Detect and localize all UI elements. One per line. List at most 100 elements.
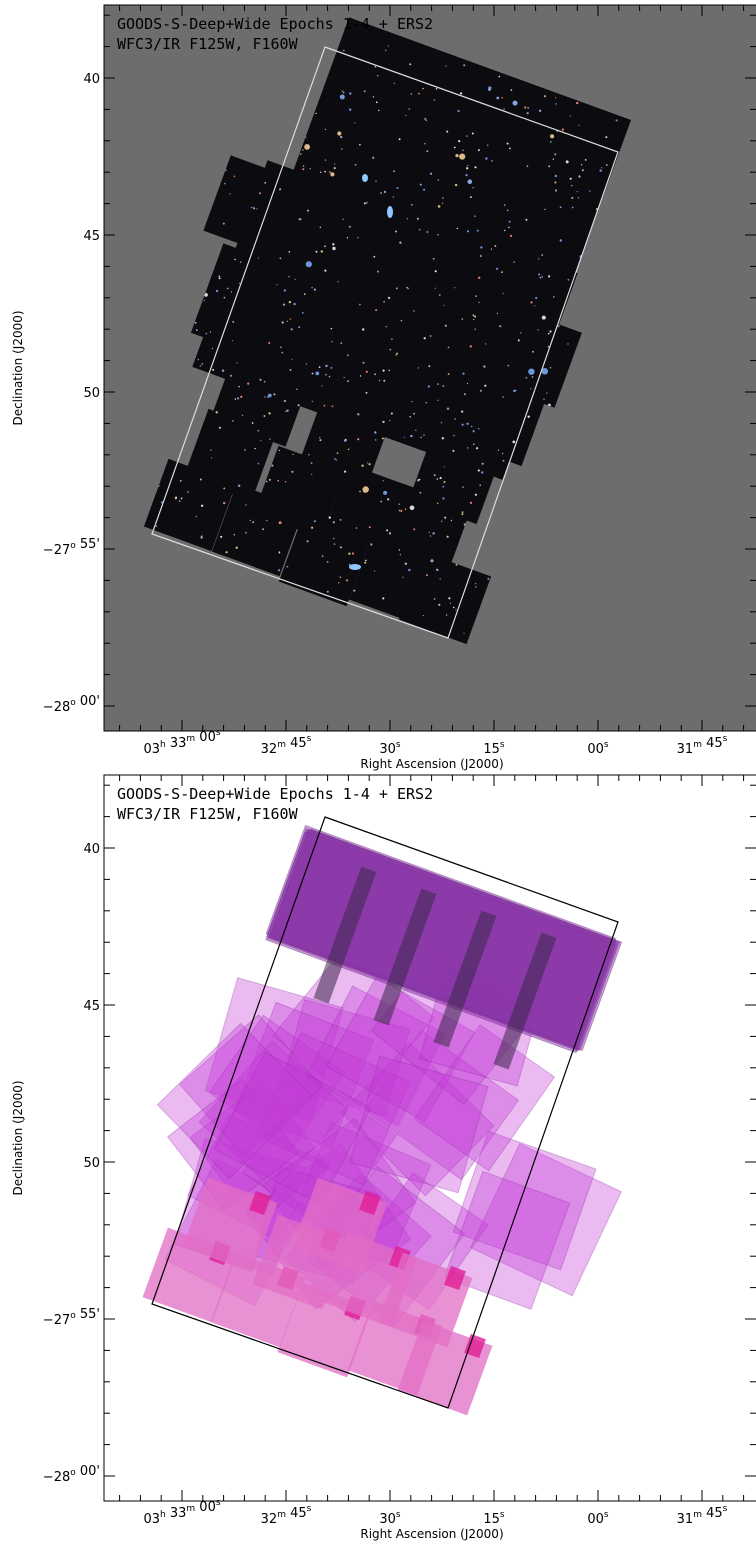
star (532, 350, 535, 353)
star (383, 300, 385, 303)
star (571, 206, 574, 209)
star (479, 255, 482, 257)
star (433, 474, 436, 477)
star (289, 369, 292, 371)
tick-label-part: 00 (195, 1500, 216, 1515)
star (241, 414, 244, 416)
star (215, 411, 218, 414)
star (444, 516, 447, 519)
star (501, 452, 504, 455)
star (436, 478, 439, 480)
star (541, 368, 549, 375)
star (231, 340, 233, 342)
star (483, 365, 486, 368)
star (413, 310, 415, 312)
star (525, 376, 528, 379)
star (194, 322, 197, 324)
star (222, 222, 225, 225)
star (343, 439, 347, 442)
star (471, 425, 473, 428)
star (328, 375, 331, 378)
star (299, 153, 302, 156)
galaxy (387, 206, 393, 218)
star (456, 227, 458, 230)
star (446, 407, 450, 410)
star (330, 327, 333, 330)
star (363, 202, 366, 205)
exposure (349, 1055, 489, 1194)
star (370, 543, 373, 546)
star (388, 296, 391, 299)
star (393, 170, 396, 173)
star (571, 184, 573, 187)
star (415, 429, 417, 431)
star (301, 312, 304, 314)
star (469, 196, 472, 199)
star (457, 109, 460, 113)
star (268, 412, 271, 415)
star (233, 175, 236, 178)
star (484, 384, 487, 387)
star (433, 598, 436, 600)
star (474, 493, 477, 496)
star (333, 543, 336, 545)
star (365, 391, 368, 394)
tick-label-part: 31 (677, 742, 694, 757)
star (462, 486, 464, 488)
star (478, 276, 481, 279)
star (334, 458, 336, 460)
star (210, 457, 213, 459)
star (423, 434, 425, 436)
star (266, 519, 268, 522)
tick-label-sup: s (604, 740, 609, 750)
tick-label: 50 (83, 386, 100, 401)
star (309, 168, 311, 170)
star (264, 396, 266, 398)
star (174, 497, 177, 500)
star (502, 396, 504, 398)
star (391, 338, 393, 340)
star (315, 112, 317, 115)
star (395, 354, 397, 356)
star (340, 342, 343, 345)
star (544, 208, 546, 211)
star (447, 373, 450, 375)
star (221, 369, 225, 372)
stripe (493, 932, 557, 1070)
star (264, 381, 266, 383)
star (359, 375, 362, 377)
tick-label: 40 (83, 842, 100, 857)
star (333, 167, 336, 170)
star (353, 589, 356, 592)
star (325, 364, 328, 368)
star (477, 149, 480, 152)
exposure (304, 985, 446, 1127)
star (437, 502, 439, 504)
star (524, 106, 527, 109)
star (452, 606, 455, 609)
stripe (313, 866, 377, 1004)
star (429, 335, 432, 337)
star (199, 478, 202, 481)
star (218, 426, 221, 429)
star (223, 501, 226, 505)
star (339, 576, 342, 578)
star (348, 225, 351, 228)
star (439, 578, 441, 580)
star (278, 449, 280, 452)
tick-label-sup: s (216, 1498, 221, 1508)
star (528, 368, 535, 375)
star (491, 160, 493, 162)
star (234, 398, 237, 400)
star (209, 331, 212, 333)
star (238, 484, 241, 487)
mosaic-tile (498, 312, 582, 408)
star (461, 318, 464, 320)
star (462, 372, 465, 375)
star (218, 275, 221, 278)
star (388, 532, 392, 535)
tick-label-sup: s (307, 1504, 312, 1514)
star (481, 462, 484, 465)
